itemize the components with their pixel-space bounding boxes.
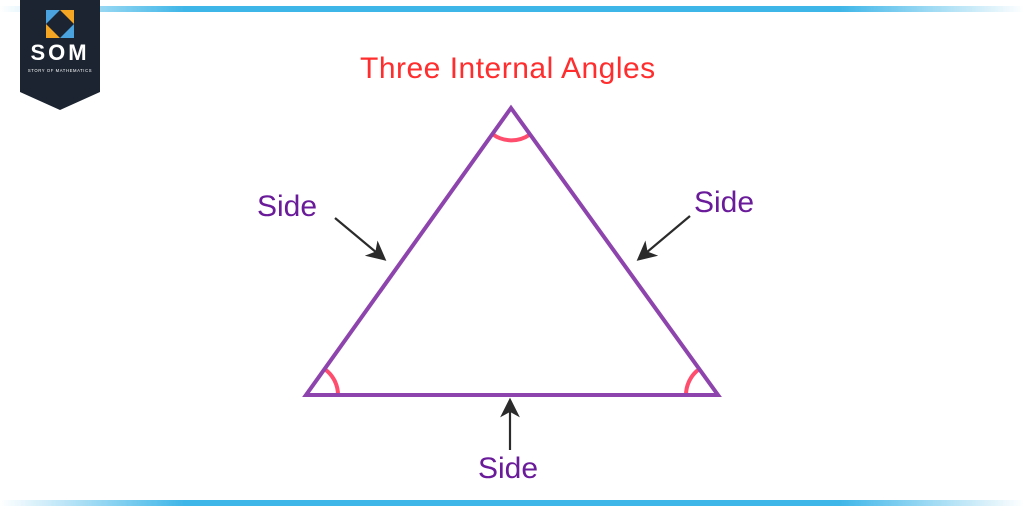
arrow-left	[335, 218, 383, 258]
side-label-bottom: Side	[478, 452, 538, 486]
triangle-shape	[306, 108, 718, 395]
side-label-left: Side	[257, 190, 317, 224]
arrow-right	[640, 216, 690, 258]
angle-arcs	[325, 134, 700, 395]
angle-arc-right	[686, 369, 699, 395]
angle-arc-left	[325, 369, 338, 395]
side-label-right: Side	[694, 186, 754, 220]
diagram-stage	[0, 0, 1024, 512]
angle-arc-apex	[492, 134, 529, 140]
diagram-canvas: SOM STORY OF MATHEMATICS Three Internal …	[0, 0, 1024, 512]
label-arrows	[335, 216, 690, 450]
